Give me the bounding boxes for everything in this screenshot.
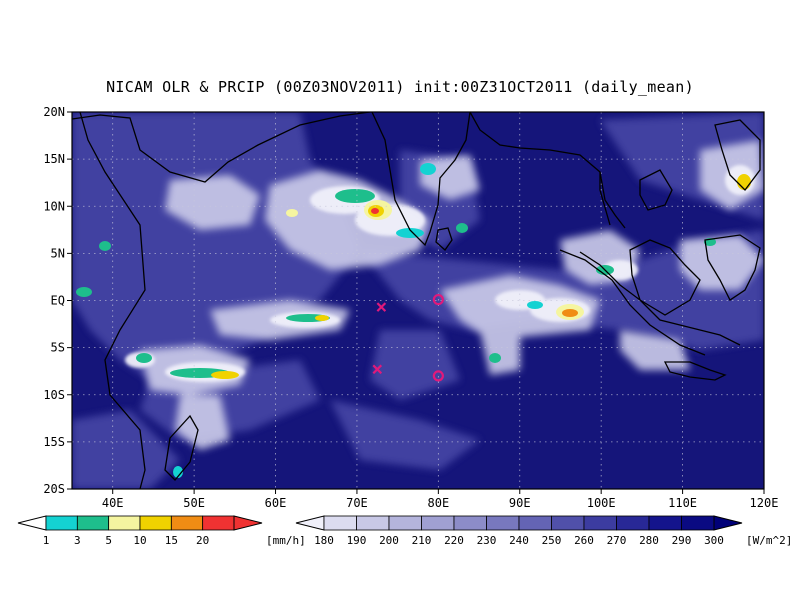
colorbar-swatch: [486, 515, 520, 531]
colorbar-unit: [mm/h]: [266, 534, 306, 547]
colorbar-end-left: [295, 515, 325, 531]
lat-label: 5N: [51, 246, 65, 260]
lat-label: 15S: [43, 435, 65, 449]
colorbar-swatch: [681, 515, 715, 531]
colorbar-end-right: [233, 515, 263, 531]
lon-label: 70E: [346, 496, 368, 510]
circle-marker: [432, 293, 444, 306]
colorbar-swatch: [518, 515, 552, 531]
colorbar-swatch: [356, 515, 390, 531]
colorbar-label: 240: [509, 534, 529, 547]
lon-label: 120E: [750, 496, 779, 510]
precip-colorbar: 1 3 5 10 15 20 [mm/h]: [17, 515, 306, 547]
lon-label: 100E: [587, 496, 616, 510]
olr-cloud-field: [140, 140, 764, 450]
map-title: NICAM OLR & PRCIP (00Z03NOV2011) init:00…: [106, 78, 694, 96]
coastlines: [72, 112, 761, 489]
lon-label: 90E: [509, 496, 531, 510]
colorbar-swatch: [108, 515, 141, 531]
colorbar-label: 210: [412, 534, 432, 547]
colorbar-swatch: [583, 515, 617, 531]
colorbar-label: 15: [165, 534, 178, 547]
colorbar-label: 5: [105, 534, 112, 547]
olr-colorbar: 180 190 200 210 220 230 240 250 260 270 280 290 300 […: [295, 515, 792, 547]
colorbar-label: 10: [133, 534, 146, 547]
x-marker: [372, 364, 383, 375]
colorbar-label: 20: [196, 534, 209, 547]
colorbar-label: 270: [607, 534, 627, 547]
latitude-axis: 20N 15N 10N 5N EQ 5S 10S 15S 20S: [43, 105, 72, 496]
colorbar-label: 1: [43, 534, 50, 547]
colorbar-swatch: [202, 515, 235, 531]
colorbar-swatch: [323, 515, 357, 531]
lat-label: 15N: [43, 152, 65, 166]
map-plot-area: [72, 112, 764, 489]
colorbar-swatch: [616, 515, 650, 531]
lat-label: 10N: [43, 199, 65, 213]
colorbar-label: 180: [314, 534, 334, 547]
colorbar-end-right: [713, 515, 743, 531]
lat-label: 5S: [51, 341, 65, 355]
colorbar-swatch: [648, 515, 682, 531]
colorbar-label: 200: [379, 534, 399, 547]
lat-label: 10S: [43, 388, 65, 402]
lat-label: 20S: [43, 482, 65, 496]
colorbar-unit: [W/m^2]: [746, 534, 792, 547]
colorbar-label: 290: [672, 534, 692, 547]
colorbar-swatch: [453, 515, 487, 531]
colorbar-label: 250: [542, 534, 562, 547]
colorbar-swatch: [139, 515, 172, 531]
colorbar-label: 280: [639, 534, 659, 547]
colorbar-end-left: [17, 515, 47, 531]
colorbar-label: 300: [704, 534, 724, 547]
map-grid: [72, 112, 764, 489]
colorbar-label: 230: [477, 534, 497, 547]
lon-label: 80E: [428, 496, 450, 510]
circle-marker: [432, 370, 444, 382]
colorbar-swatch: [45, 515, 78, 531]
colorbar-swatch: [76, 515, 110, 531]
colorbar-swatch: [551, 515, 585, 531]
x-marker: [376, 302, 387, 312]
colorbar-label: 3: [74, 534, 81, 547]
longitude-axis: 40E 50E 60E 70E 80E 90E 100E 110E 120E: [102, 489, 779, 510]
colorbar-label: 260: [574, 534, 594, 547]
lon-label: 60E: [265, 496, 287, 510]
colorbar-label: 220: [444, 534, 464, 547]
lon-label: 50E: [183, 496, 205, 510]
lon-label: 110E: [668, 496, 697, 510]
lat-label: 20N: [43, 105, 65, 119]
marker-layer: [372, 293, 444, 382]
colorbar-swatch: [388, 515, 422, 531]
colorbar-swatch: [421, 515, 455, 531]
lon-label: 40E: [102, 496, 124, 510]
colorbar-swatch: [170, 515, 204, 531]
lat-label: EQ: [51, 294, 65, 308]
colorbar-label: 190: [347, 534, 367, 547]
